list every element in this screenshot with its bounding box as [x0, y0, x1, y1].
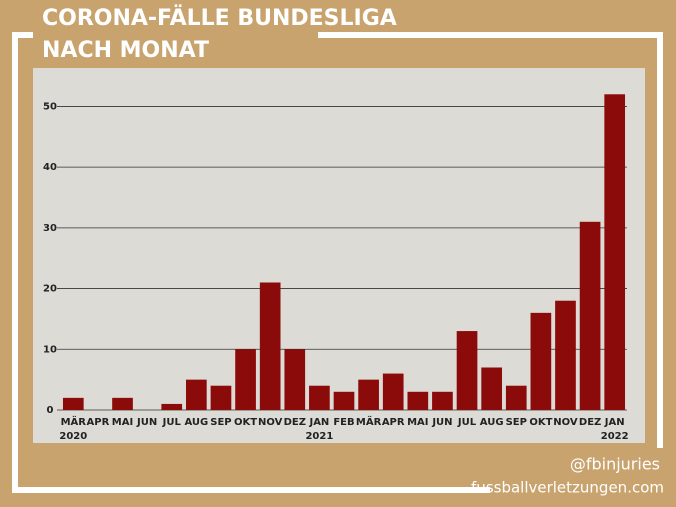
title-box — [33, 0, 318, 68]
x-tick-label: APR — [87, 417, 110, 428]
bar — [259, 282, 281, 410]
chart-subtitle: NACH MONAT — [42, 38, 209, 63]
x-tick-label: JUN — [431, 417, 452, 428]
bar — [284, 349, 306, 410]
bar — [555, 300, 576, 410]
y-tick-label: 10 — [43, 344, 57, 355]
bar — [604, 94, 626, 411]
x-tick-label: JUN — [136, 417, 157, 428]
x-tick-label: FEB — [333, 417, 354, 428]
x-tick-label: NOV — [553, 417, 578, 428]
y-tick-label: 0 — [47, 405, 54, 416]
x-tick-label: MÄR — [356, 414, 382, 428]
x-tick-label: OKT — [234, 417, 257, 428]
bar — [432, 391, 453, 410]
credit-box — [490, 448, 676, 507]
x-tick-label: APR — [382, 417, 405, 428]
bar — [530, 312, 552, 410]
website: fussballverletzungen.com — [471, 479, 664, 497]
y-tick-label: 30 — [43, 223, 57, 234]
bar — [382, 373, 404, 410]
y-tick-label: 40 — [43, 162, 57, 173]
x-tick-label: DEZ — [284, 417, 306, 428]
x-tick-label: JAN 2022 — [601, 417, 629, 442]
x-tick-label: AUG — [480, 417, 504, 428]
bar — [235, 349, 256, 410]
bar — [112, 397, 133, 410]
bar — [358, 379, 379, 410]
x-tick-label: MÄR 2020 — [59, 414, 87, 442]
bar — [333, 391, 355, 410]
frame — [12, 32, 663, 493]
bar — [407, 391, 429, 410]
bar — [186, 379, 207, 410]
x-tick-label: SEP — [210, 417, 231, 428]
bar — [210, 385, 232, 410]
y-tick-label: 20 — [43, 284, 57, 295]
x-tick-label: JAN 2021 — [305, 417, 333, 442]
x-tick-label: DEZ — [579, 417, 601, 428]
chart-title: CORONA-FÄLLE BUNDESLIGA — [42, 5, 397, 31]
bar — [161, 403, 183, 410]
x-tick-label: MAI — [112, 417, 133, 428]
x-tick-label: JUL — [457, 417, 477, 428]
x-tick-label: JUL — [162, 417, 182, 428]
twitter-handle: @fbinjuries — [570, 455, 660, 474]
bar — [579, 221, 601, 410]
bar — [456, 331, 478, 410]
x-tick-label: SEP — [506, 417, 527, 428]
x-tick-label: AUG — [184, 417, 208, 428]
bar — [505, 385, 527, 410]
x-tick-label: MAI — [407, 417, 428, 428]
x-tick-label: NOV — [258, 417, 283, 428]
bar — [62, 397, 84, 410]
plot-background — [33, 68, 645, 443]
x-tick-label: OKT — [529, 417, 552, 428]
bar — [481, 367, 502, 410]
bar — [309, 385, 330, 410]
y-tick-label: 50 — [43, 101, 57, 112]
